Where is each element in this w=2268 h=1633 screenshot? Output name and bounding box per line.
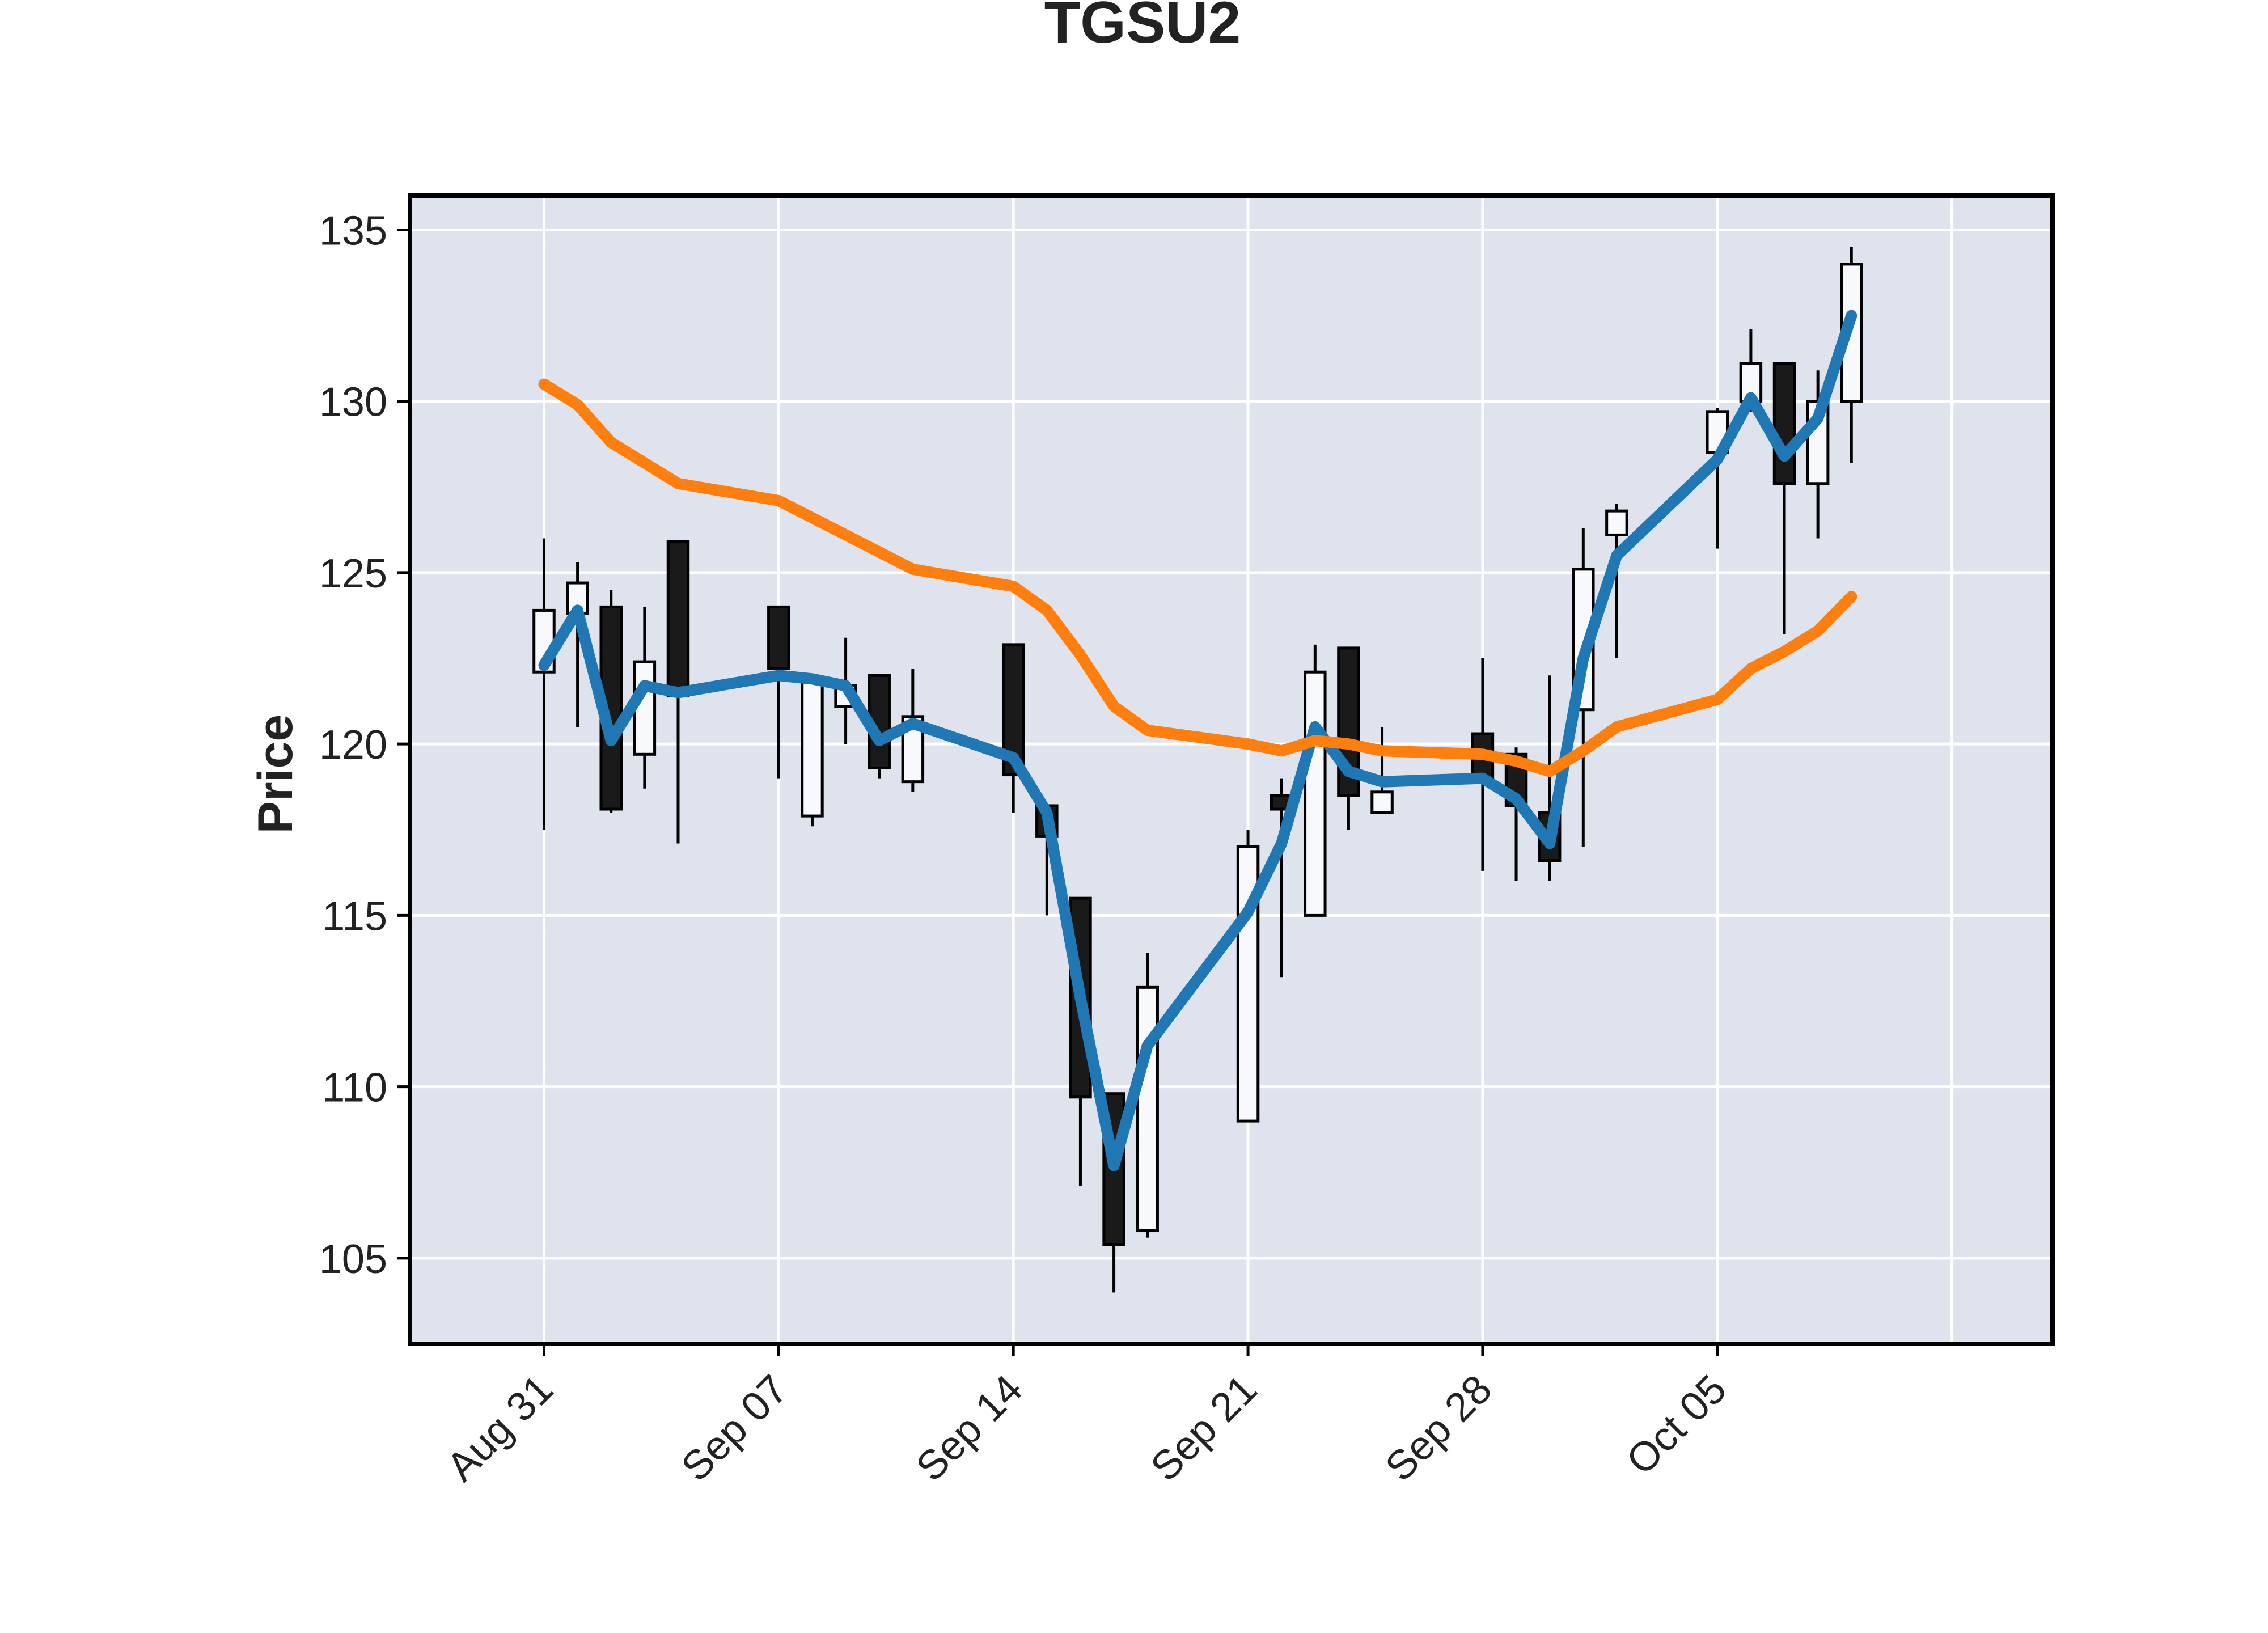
plot-area: 105 110 115 120 125 130 135 Aug 31 Sep 07 Sep 14 S… (319, 193, 2055, 1490)
candle-body-up (1136, 985, 1159, 1233)
plot-frame (408, 193, 2055, 1346)
y-tick-label: 130 (319, 380, 387, 425)
y-tick-label: 115 (322, 894, 387, 939)
y-tick-label: 135 (319, 208, 387, 253)
x-tick-label: Oct 05 (1618, 1367, 1736, 1484)
candle-body-up (1370, 790, 1394, 814)
candle-body-up (633, 660, 657, 756)
candle-body-down (1772, 362, 1796, 485)
y-tick-label: 120 (319, 722, 387, 768)
y-tick-label: 110 (322, 1065, 387, 1111)
x-tick-label: Sep 14 (908, 1367, 1031, 1490)
y-axis-label: Price (248, 714, 303, 834)
y-tick-label: 125 (319, 551, 387, 596)
moving-average-short-line (538, 310, 1857, 1171)
x-tick-label: Sep 07 (673, 1367, 797, 1490)
candle-body-up (1605, 509, 1628, 536)
candle-body-down (767, 605, 790, 670)
x-tick-label: Sep 21 (1142, 1367, 1266, 1490)
y-tick-label: 105 (319, 1237, 387, 1282)
candle-body-down (666, 540, 690, 698)
moving-average-long-line (538, 378, 1857, 777)
x-tick-label: Aug 31 (438, 1367, 562, 1490)
candle-body-up (1304, 670, 1327, 917)
plot-background (410, 196, 2053, 1344)
x-tick-label: Sep 28 (1377, 1367, 1500, 1490)
chart-title: TGSU2 (1044, 0, 1241, 56)
candle-body-up (801, 680, 824, 818)
